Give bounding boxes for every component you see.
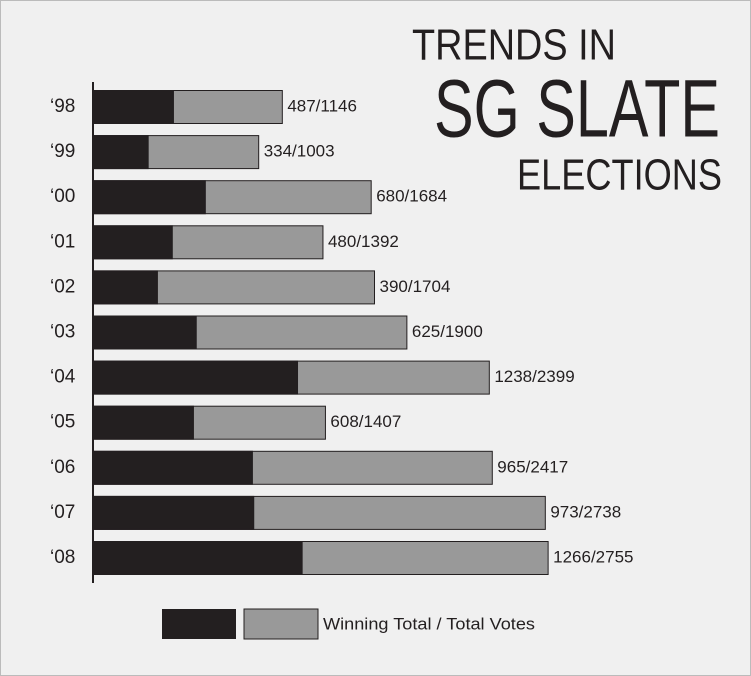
data-label: 480/1392 [328,232,399,251]
data-label: 680/1684 [376,187,447,206]
y-tick-label: ‘05 [50,412,75,433]
data-label: 973/2738 [550,502,621,521]
bar [92,495,255,530]
bar [92,315,197,350]
y-tick-label: ‘01 [50,231,75,252]
bar [92,135,149,170]
legend-swatch [243,608,319,640]
y-tick-label: ‘98 [50,96,75,117]
y-tick-label: ‘99 [50,141,75,162]
bar [92,225,173,260]
bar [92,180,206,215]
data-label: 608/1407 [330,412,401,431]
title-line: TRENDS IN [412,21,616,70]
bar [92,270,158,305]
data-label: 1266/2755 [553,547,633,566]
title-line: ELECTIONS [517,151,722,200]
bar [92,405,194,440]
data-label: 1238/2399 [494,367,574,386]
y-tick-label: ‘07 [50,502,75,523]
y-tick-label: ‘03 [50,322,75,343]
legend-label: Winning Total / Total Votes [323,614,535,633]
bar [92,90,174,124]
bar [92,360,299,395]
legend-swatch [162,609,236,639]
data-label: 625/1900 [412,322,483,341]
bar [92,450,253,485]
data-label: 390/1704 [380,277,451,296]
y-tick-label: ‘06 [50,457,75,478]
y-tick-label: ‘04 [50,367,76,388]
y-tick-label: ‘00 [50,186,75,207]
title-line: SG SLATE [434,64,720,155]
y-tick-label: ‘02 [50,276,75,297]
data-label: 965/2417 [497,457,568,476]
data-label: 487/1146 [287,96,357,115]
bar [92,541,303,575]
y-tick-label: ‘08 [50,547,75,568]
data-label: 334/1003 [264,142,335,161]
